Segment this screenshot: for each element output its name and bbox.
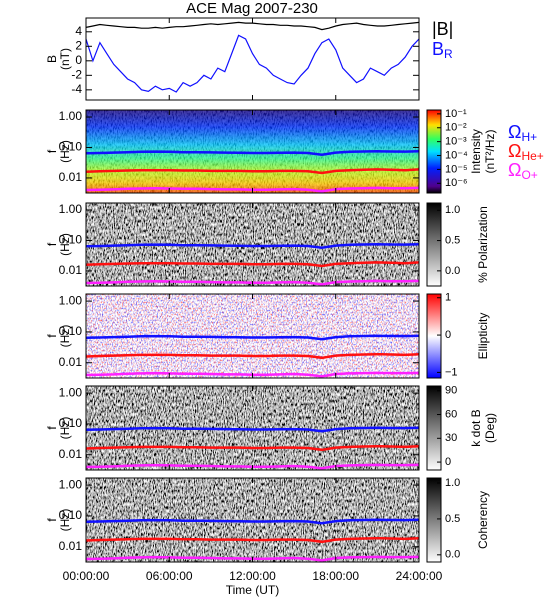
colorbar-label: Ellipticity bbox=[476, 313, 490, 360]
colorbar-label: Intensity bbox=[469, 129, 483, 174]
legend-entry: BR bbox=[432, 39, 453, 61]
colorbar-tick-label: 0.0 bbox=[445, 265, 460, 277]
y-tick-label: 0.01 bbox=[59, 355, 83, 369]
x-tick-label: 18:00:00 bbox=[312, 569, 359, 583]
colorbar-tick-label: 0.5 bbox=[445, 234, 460, 246]
gyrofrequency-line bbox=[85, 444, 420, 452]
y-tick-label: 0.10 bbox=[59, 324, 83, 338]
chart-title: ACE Mag 2007-230 bbox=[186, 0, 318, 17]
x-tick-label: 06:00:00 bbox=[146, 569, 193, 583]
colorbar-label: k dot B bbox=[469, 409, 483, 446]
x-tick-label: 24:00:00 bbox=[396, 569, 443, 583]
colorbar-label: Coherency bbox=[476, 491, 490, 549]
colorbar-label: (nT²/Hz) bbox=[483, 130, 497, 174]
y-axis-label: (nT) bbox=[58, 48, 72, 70]
x-tick-label: 12:00:00 bbox=[229, 569, 276, 583]
legend-entry: ΩH+ bbox=[508, 122, 537, 144]
y-axis-label: f bbox=[45, 242, 59, 246]
colorbar bbox=[426, 477, 442, 563]
colorbar bbox=[426, 293, 442, 379]
legend-subscript: He+ bbox=[521, 149, 543, 163]
legend-entry: ΩO+ bbox=[508, 160, 538, 182]
y-tick-label: 0.10 bbox=[59, 233, 83, 247]
colorbar-tick-label: 0.0 bbox=[445, 549, 460, 561]
legend-name: |B| bbox=[432, 19, 453, 39]
colorbar-tick-label: 1 bbox=[445, 292, 451, 304]
y-tick-label: 0.01 bbox=[59, 263, 83, 277]
y-tick-label: 1.00 bbox=[59, 293, 83, 307]
colorbar-tick-label: 10⁻⁶ bbox=[445, 177, 468, 189]
gyrofrequency-line bbox=[85, 243, 420, 249]
colorbar-tick-label: −1 bbox=[445, 366, 458, 378]
y-tick-label: 0.10 bbox=[59, 140, 83, 154]
y-axis-label: (Hz) bbox=[58, 140, 72, 163]
y-axis-label: f bbox=[45, 149, 59, 153]
colorbar-tick-label: 0.5 bbox=[445, 513, 460, 525]
gyrofrequency-line bbox=[85, 352, 420, 360]
colorbar-tick-label: 10⁻³ bbox=[445, 136, 467, 148]
legend-entry: |B| bbox=[432, 19, 453, 39]
y-axis-label: f bbox=[45, 518, 59, 522]
data-line bbox=[85, 21, 420, 31]
colorbar bbox=[426, 202, 442, 287]
colorbar-tick-label: 1.0 bbox=[445, 204, 460, 216]
y-tick-label: 1.00 bbox=[59, 385, 83, 399]
y-tick-label: 4 bbox=[75, 24, 82, 38]
y-tick-label: 0.01 bbox=[59, 539, 83, 553]
colorbar bbox=[426, 109, 442, 194]
y-axis-label: (Hz) bbox=[58, 509, 72, 532]
colorbar-tick-label: 0 bbox=[445, 456, 451, 468]
y-tick-label: 1.00 bbox=[59, 109, 83, 123]
y-tick-label: 1.00 bbox=[59, 477, 83, 491]
legend-name: Ω bbox=[508, 160, 521, 180]
gyrofrequency-line bbox=[85, 168, 420, 175]
y-tick-label: 0.01 bbox=[59, 447, 83, 461]
plot-frame bbox=[85, 17, 420, 101]
gyrofrequency-line bbox=[85, 426, 420, 433]
gyrofrequency-line bbox=[85, 334, 420, 341]
colorbar-label: % Polarization bbox=[476, 206, 490, 283]
y-axis-label: f bbox=[45, 334, 59, 338]
gyrofrequency-line bbox=[85, 261, 420, 268]
legend-name: Ω bbox=[508, 141, 521, 161]
y-axis-label: f bbox=[45, 426, 59, 430]
y-axis-label: (Hz) bbox=[58, 417, 72, 440]
y-tick-label: -2 bbox=[71, 67, 82, 81]
legend-subscript: R bbox=[444, 47, 453, 61]
colorbar-tick-label: 90 bbox=[445, 385, 457, 397]
gyrofrequency-line bbox=[85, 518, 420, 525]
y-tick-label: 0.01 bbox=[59, 170, 83, 184]
data-line bbox=[85, 34, 420, 93]
colorbar-tick-label: 10⁻⁵ bbox=[445, 163, 468, 175]
y-axis-label: (Hz) bbox=[58, 233, 72, 256]
legend-name: B bbox=[432, 39, 444, 59]
colorbar bbox=[426, 385, 442, 471]
y-axis-label: (Hz) bbox=[58, 325, 72, 348]
colorbar-tick-label: 10⁻¹ bbox=[445, 108, 467, 120]
gyrofrequency-line bbox=[85, 536, 420, 544]
legend-subscript: O+ bbox=[521, 168, 537, 182]
y-tick-label: -4 bbox=[71, 82, 82, 96]
colorbar-tick-label: 10⁻⁴ bbox=[445, 149, 468, 161]
y-tick-label: 0 bbox=[75, 53, 82, 67]
colorbar-tick-label: 30 bbox=[445, 432, 457, 444]
gyrofrequency-line bbox=[85, 150, 420, 156]
y-tick-label: 2 bbox=[75, 38, 82, 52]
y-axis-label: B bbox=[45, 55, 59, 63]
y-tick-label: 0.10 bbox=[59, 416, 83, 430]
x-tick-label: 00:00:00 bbox=[63, 569, 110, 583]
colorbar-tick-label: 10⁻² bbox=[445, 122, 467, 134]
colorbar-tick-label: 0 bbox=[445, 329, 451, 341]
x-axis-label: Time (UT) bbox=[226, 583, 280, 597]
legend-subscript: H+ bbox=[521, 130, 537, 144]
legend-entry: ΩHe+ bbox=[508, 141, 544, 163]
y-tick-label: 0.10 bbox=[59, 508, 83, 522]
y-tick-label: 1.00 bbox=[59, 202, 83, 216]
colorbar-tick-label: 1.0 bbox=[445, 477, 460, 489]
colorbar-label: (Deg) bbox=[483, 413, 497, 443]
legend-name: Ω bbox=[508, 122, 521, 142]
colorbar-tick-label: 60 bbox=[445, 408, 457, 420]
